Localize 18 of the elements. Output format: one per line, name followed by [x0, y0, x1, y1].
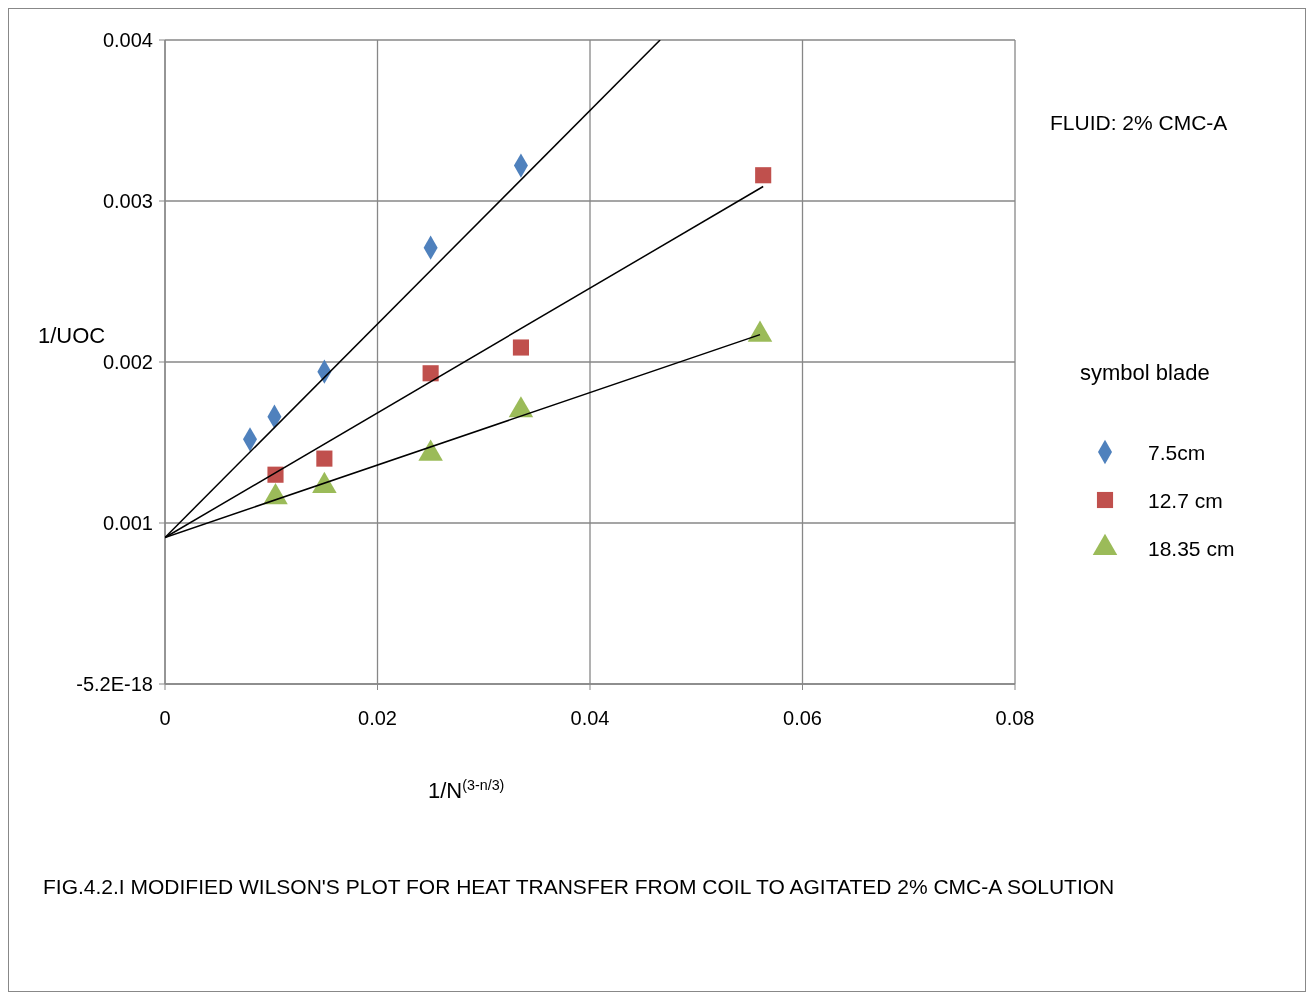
text: FLUID: 2% CMC-A — [1050, 111, 1228, 134]
x-tick-label: 0.02 — [358, 707, 397, 729]
x-tick-label: 0.06 — [783, 707, 822, 729]
caption: FIG.4.2.I MODIFIED WILSON'S PLOT FOR HEAT TRANSFER FROM COIL TO AGITATED 2% CMC-A SOLUTION — [43, 875, 1115, 898]
x-tick-label: 0.08 — [995, 707, 1035, 729]
y-tick-label: 0.003 — [102, 190, 153, 212]
y-tick-label: 0.001 — [102, 512, 153, 534]
legend-label: 18.35 cm — [1148, 537, 1235, 560]
y-axis-title: 1/UOC — [38, 323, 106, 348]
x-tick-label: 0.04 — [570, 707, 610, 729]
legend-title: symbol blade — [1080, 360, 1210, 385]
y-tick-label: 0.002 — [102, 351, 153, 373]
x-tick-label: 0 — [159, 707, 171, 729]
y-tick-label: 0.004 — [102, 29, 153, 51]
x-axis-title: 1/N$^{(3-n/3)}$ — [428, 777, 505, 803]
y-tick-label: -5.2E-18 — [76, 673, 153, 695]
legend-label: 7.5cm — [1148, 441, 1206, 464]
legend-label: 12.7 cm — [1148, 489, 1223, 512]
